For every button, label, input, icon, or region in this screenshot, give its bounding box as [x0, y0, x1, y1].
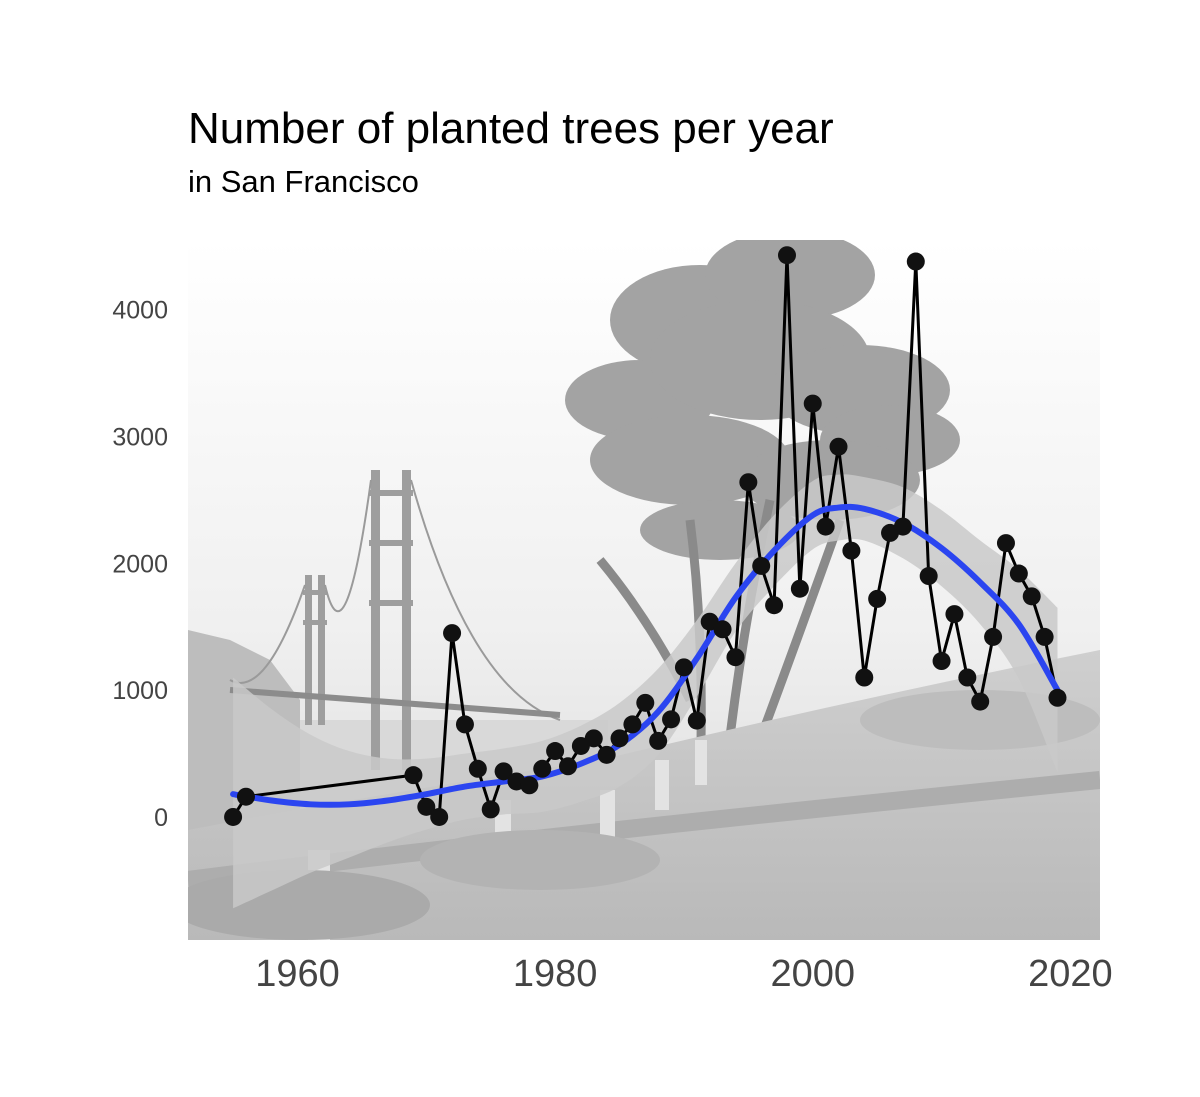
data-point: [893, 517, 912, 536]
data-point: [971, 692, 990, 711]
data-point: [1035, 627, 1054, 646]
data-point: [765, 596, 784, 615]
y-axis-tick-labels: 0 1000 2000 3000 4000: [112, 297, 168, 832]
data-point: [868, 589, 887, 608]
y-tick-label: 0: [154, 804, 168, 832]
data-point: [739, 473, 758, 492]
data-point: [1009, 564, 1028, 583]
data-point: [584, 729, 603, 748]
data-point: [224, 807, 243, 826]
chart-title: Number of planted trees per year: [188, 104, 834, 153]
data-point: [597, 745, 616, 764]
data-point: [687, 711, 706, 730]
chart-subtitle: in San Francisco: [188, 164, 419, 199]
data-point: [945, 605, 964, 624]
y-tick-label: 4000: [112, 297, 168, 325]
data-point: [713, 620, 732, 639]
data-point: [996, 534, 1015, 553]
data-point: [803, 394, 822, 413]
series-points-layer: [224, 246, 1067, 826]
data-point: [404, 766, 423, 785]
data-point: [430, 807, 449, 826]
data-point: [481, 800, 500, 819]
data-point: [443, 624, 462, 643]
x-tick-label: 1980: [513, 953, 598, 995]
x-tick-label: 2020: [1028, 953, 1113, 995]
x-axis-tick-labels: 1960 1980 2000 2020: [255, 953, 1112, 995]
data-point: [236, 787, 255, 806]
x-tick-label: 1960: [255, 953, 340, 995]
data-point: [842, 541, 861, 560]
data-point: [855, 668, 874, 687]
data-point: [906, 252, 925, 271]
data-point: [533, 759, 552, 778]
data-point: [790, 579, 809, 598]
data-point: [417, 797, 436, 816]
data-point: [984, 627, 1003, 646]
data-point: [623, 715, 642, 734]
y-tick-label: 3000: [112, 424, 168, 452]
y-tick-label: 2000: [112, 550, 168, 578]
data-point: [636, 693, 655, 712]
bridge-towers: [303, 470, 413, 770]
data-point: [958, 668, 977, 687]
data-point: [829, 437, 848, 456]
smooth-trend-layer: [230, 503, 1061, 808]
data-point: [919, 567, 938, 586]
data-point: [1022, 587, 1041, 606]
data-point: [468, 759, 487, 778]
data-point: [559, 757, 577, 776]
data-point: [649, 731, 668, 750]
x-tick-label: 2000: [770, 953, 855, 995]
data-point: [546, 742, 565, 761]
smooth-trend-line: [230, 503, 1061, 808]
data-point: [752, 556, 771, 575]
data-point: [816, 517, 835, 536]
y-tick-label: 1000: [112, 677, 168, 705]
data-point: [932, 652, 951, 671]
data-point: [520, 776, 539, 795]
data-point: [494, 762, 513, 781]
data-point: [726, 648, 745, 667]
data-point: [610, 729, 629, 748]
data-point: [662, 710, 681, 729]
data-point: [777, 246, 796, 265]
data-point: [455, 715, 474, 734]
data-point: [1048, 688, 1067, 707]
data-point: [674, 658, 693, 677]
